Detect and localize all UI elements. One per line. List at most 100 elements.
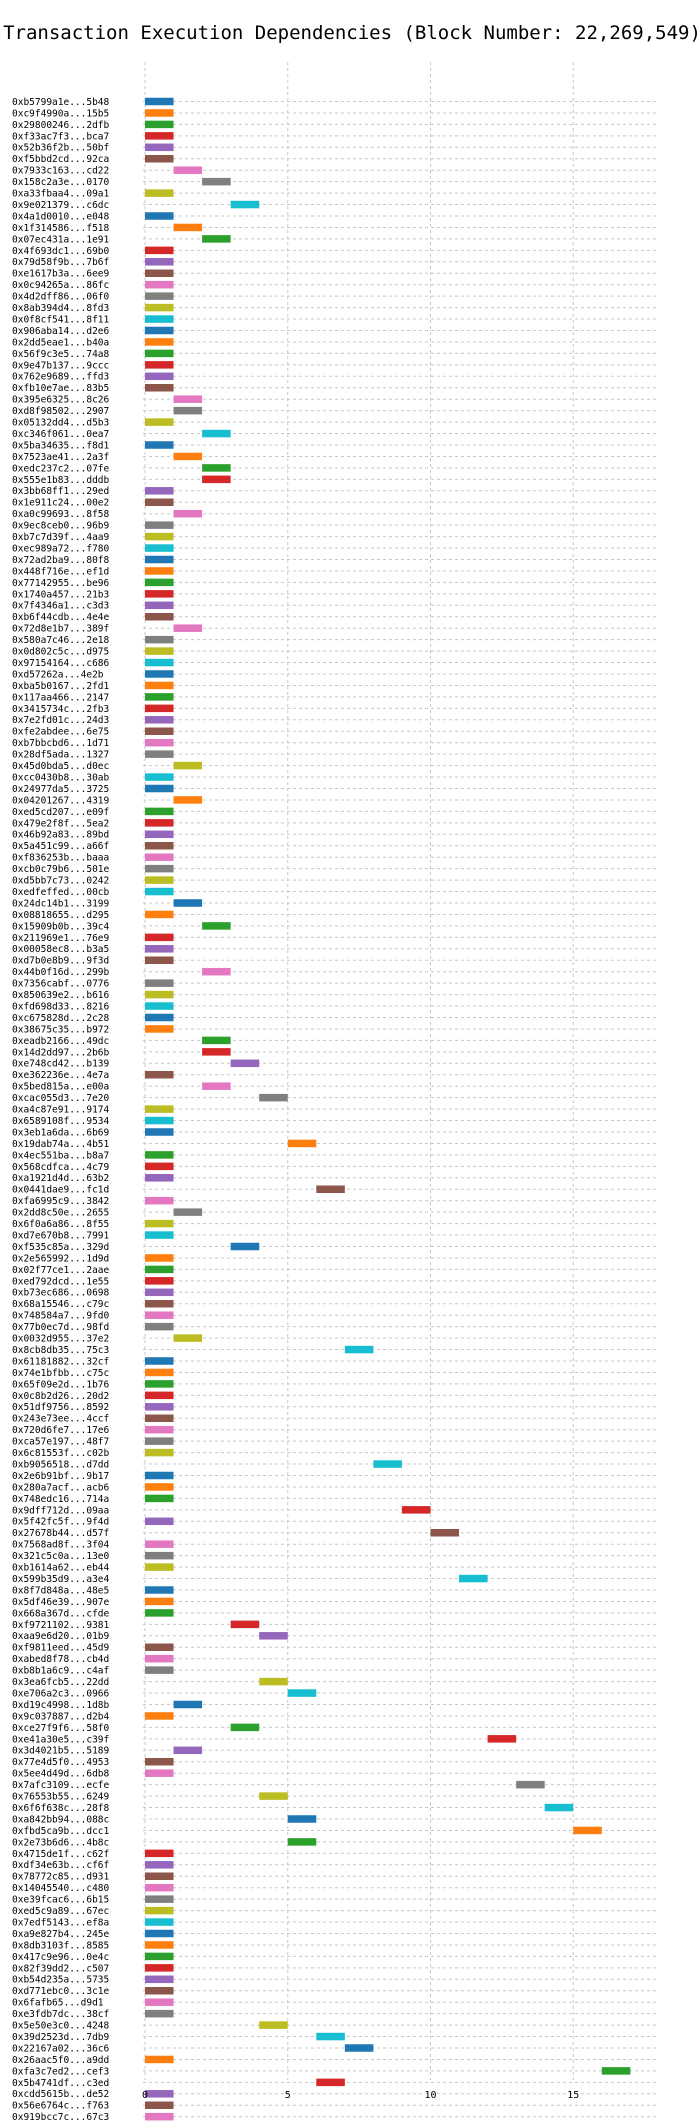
transaction-bar bbox=[145, 1471, 174, 1480]
transaction-bar bbox=[145, 1643, 174, 1651]
y-tick-labels: 0xb5799a1e...5b480xc9f4990a...15b50x2980… bbox=[12, 97, 110, 2123]
transaction-bar bbox=[145, 258, 174, 266]
y-tick-label: 0x7933c163...cd22 bbox=[12, 166, 109, 177]
transaction-bar bbox=[145, 1403, 174, 1411]
transaction-bar bbox=[145, 1666, 174, 1674]
y-tick-label: 0xfe2abdee...6e75 bbox=[12, 727, 109, 738]
transaction-bar bbox=[145, 1231, 174, 1239]
y-tick-label: 0x72ad2ba9...80f8 bbox=[12, 555, 110, 566]
y-tick-label: 0x762e9689...ffd3 bbox=[12, 372, 109, 383]
x-tick-label: 10 bbox=[424, 2090, 436, 2101]
transaction-bar bbox=[145, 1025, 174, 1033]
y-tick-label: 0xfb10e7ae...83b5 bbox=[12, 383, 109, 394]
transaction-bar bbox=[145, 658, 174, 667]
y-tick-label: 0x00058ec8...b3a5 bbox=[12, 944, 109, 955]
y-tick-label: 0xb1614a62...eb44 bbox=[12, 1563, 110, 1574]
y-tick-label: 0x5a451c99...a66f bbox=[12, 841, 109, 852]
transaction-bar bbox=[259, 2021, 288, 2029]
transaction-bar bbox=[145, 361, 174, 369]
transaction-bar bbox=[145, 1357, 174, 1365]
transaction-bar bbox=[316, 2078, 345, 2087]
transaction-bar bbox=[145, 109, 174, 117]
y-tick-label: 0xedc237c2...07fe bbox=[12, 463, 110, 474]
transaction-bar bbox=[145, 635, 174, 644]
y-tick-label: 0x0d802c5c...d975 bbox=[12, 647, 109, 658]
transaction-bar bbox=[145, 1311, 174, 1319]
transaction-bar bbox=[145, 555, 174, 564]
transaction-bar bbox=[145, 1174, 174, 1182]
transaction-bar bbox=[259, 1632, 288, 1640]
y-tick-label: 0x3d4021b5...5189 bbox=[12, 1746, 110, 1757]
transaction-bar bbox=[145, 1952, 174, 1961]
transaction-bar bbox=[145, 1563, 174, 1571]
transaction-bar bbox=[202, 1036, 231, 1045]
transaction-bar bbox=[145, 1758, 174, 1766]
transaction-bar bbox=[145, 1586, 174, 1594]
transaction-bar bbox=[145, 887, 174, 896]
y-tick-label: 0xcac055d3...7e20 bbox=[12, 1093, 110, 1104]
transaction-bar bbox=[173, 223, 203, 232]
y-tick-label: 0xed792dcd...1e55 bbox=[12, 1276, 109, 1287]
y-tick-label: 0xa842bb94...088c bbox=[12, 1814, 109, 1825]
transaction-bar bbox=[145, 613, 174, 621]
transaction-bar bbox=[145, 1013, 174, 1022]
transaction-bar bbox=[145, 1265, 174, 1274]
y-tick-label: 0xc675828d...2c28 bbox=[12, 1013, 110, 1024]
y-tick-label: 0xf5bbd2cd...92ca bbox=[12, 154, 109, 165]
y-tick-label: 0x72d8e1b7...389f bbox=[12, 624, 109, 635]
transaction-bar bbox=[145, 670, 174, 678]
transaction-bar bbox=[259, 1792, 288, 1800]
y-tick-label: 0x19dab74a...4b51 bbox=[12, 1139, 110, 1150]
transaction-bar bbox=[202, 464, 231, 472]
y-tick-label: 0x7568ad8f...3f04 bbox=[12, 1540, 110, 1551]
y-tick-label: 0xa4c87e91...9174 bbox=[12, 1105, 110, 1116]
y-tick-label: 0x38675c35...b972 bbox=[12, 1024, 109, 1035]
y-tick-label: 0x68a15546...c79c bbox=[12, 1299, 109, 1310]
transaction-bar bbox=[145, 338, 174, 346]
y-tick-label: 0x04201267...4319 bbox=[12, 795, 110, 806]
transaction-bar bbox=[145, 738, 174, 747]
chart-title: Transaction Execution Dependencies (Bloc… bbox=[3, 22, 700, 44]
y-tick-label: 0x5df46e39...907e bbox=[12, 1597, 110, 1608]
y-tick-label: 0xb7bbcbd6...1d71 bbox=[12, 738, 110, 749]
transaction-bar bbox=[145, 521, 174, 529]
y-tick-label: 0x6f6f638c...28f8 bbox=[12, 1803, 110, 1814]
transaction-bar bbox=[145, 1380, 174, 1388]
y-tick-label: 0xba5b0167...2fd1 bbox=[12, 681, 110, 692]
y-tick-label: 0x4f693dc1...69b0 bbox=[12, 246, 110, 257]
y-tick-label: 0x2dd8c50e...2655 bbox=[12, 1208, 109, 1219]
transaction-bar bbox=[487, 1735, 517, 1743]
transaction-bar bbox=[145, 1883, 174, 1892]
y-tick-label: 0xfd698d33...8216 bbox=[12, 1001, 110, 1012]
y-tick-label: 0xf33ac7f3...bca7 bbox=[12, 131, 109, 142]
y-tick-label: 0x46b92a83...89bd bbox=[12, 830, 109, 841]
y-tick-label: 0xce27f9f6...58f0 bbox=[12, 1723, 110, 1734]
transaction-bar bbox=[173, 1208, 203, 1216]
y-tick-label: 0xe362236e...4e7a bbox=[12, 1070, 109, 1081]
y-tick-label: 0x395e6325...8c26 bbox=[12, 395, 110, 406]
transaction-bar bbox=[145, 567, 174, 575]
y-tick-label: 0xd7e670b8...7991 bbox=[12, 1230, 110, 1241]
transaction-bar bbox=[145, 1654, 174, 1663]
y-tick-label: 0x7afc3109...ecfe bbox=[12, 1780, 110, 1791]
y-tick-label: 0x5f42fc5f...9f4d bbox=[12, 1517, 109, 1528]
y-tick-label: 0xb73ec686...0698 bbox=[12, 1288, 110, 1299]
transaction-bar bbox=[344, 1345, 374, 1354]
transaction-bar bbox=[145, 532, 174, 541]
transaction-bar bbox=[145, 727, 174, 735]
transaction-bar bbox=[202, 177, 231, 186]
y-tick-label: 0xec989a72...f780 bbox=[12, 543, 110, 554]
y-tick-label: 0xa0c99693...8f58 bbox=[12, 509, 110, 520]
transaction-bar bbox=[145, 246, 174, 255]
transaction-bar bbox=[145, 2101, 174, 2109]
y-tick-label: 0x0441dae9...fc1d bbox=[12, 1185, 109, 1196]
y-tick-label: 0xb7c7d39f...4aa9 bbox=[12, 532, 110, 543]
transaction-bar bbox=[145, 693, 174, 701]
y-tick-label: 0x24dc14b1...3199 bbox=[12, 898, 110, 909]
transaction-bar bbox=[145, 143, 174, 152]
transaction-bar bbox=[145, 933, 174, 942]
y-tick-label: 0xb5799a1e...5b48 bbox=[12, 97, 110, 108]
transaction-bar bbox=[145, 1414, 174, 1422]
y-tick-label: 0xf9811eed...45d9 bbox=[12, 1643, 110, 1654]
y-tick-label: 0x4d2dff86...06f0 bbox=[12, 292, 110, 303]
